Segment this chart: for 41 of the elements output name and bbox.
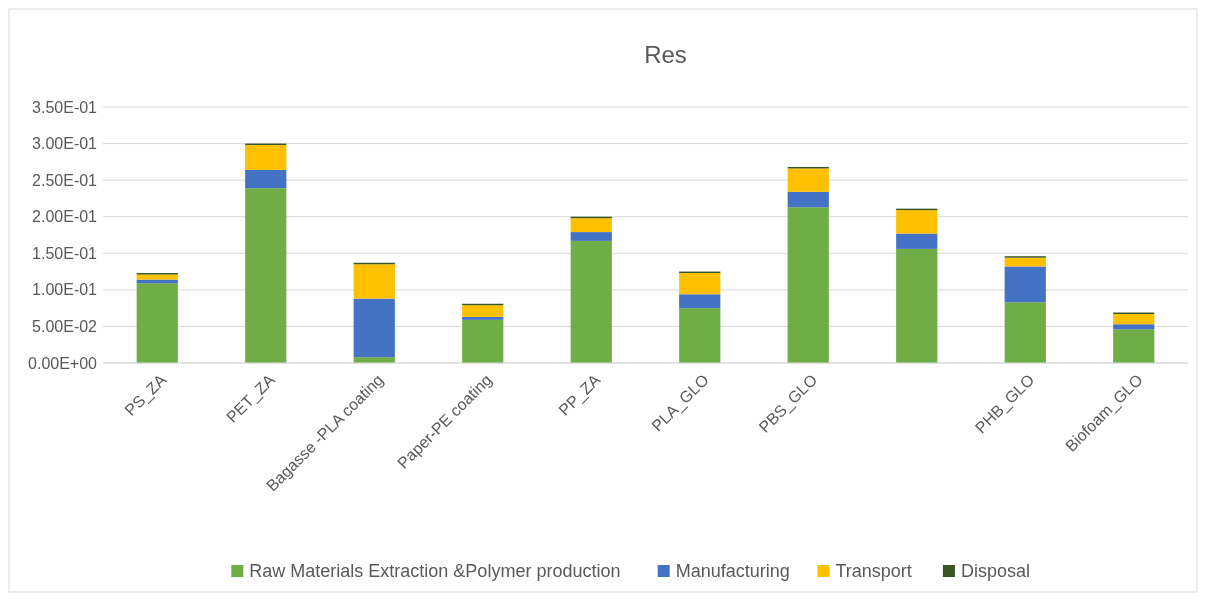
bar: [136, 283, 178, 363]
bar: [787, 191, 829, 208]
y-tick-label: 2.00E-01: [32, 208, 98, 226]
bar: [1004, 266, 1046, 303]
bar: [1113, 313, 1155, 325]
bar: [679, 308, 721, 363]
bar: [896, 248, 938, 363]
bar: [570, 232, 612, 241]
y-tick-label: 3.00E-01: [32, 135, 98, 153]
bar: [353, 264, 395, 299]
bar: [1113, 324, 1155, 330]
legend-label: Disposal: [960, 561, 1030, 582]
bar: [245, 188, 287, 363]
bar: [787, 168, 829, 192]
bar: [462, 319, 504, 363]
bar: [570, 240, 612, 363]
y-tick-label: 3.50E-01: [32, 98, 98, 116]
bar: [1004, 257, 1046, 267]
y-tick-label: 0.00E+00: [28, 354, 98, 372]
bar: [787, 207, 829, 363]
y-tick-label: 1.00E-01: [32, 281, 98, 299]
bar: [245, 169, 287, 189]
y-tick-label: 5.00E-02: [32, 318, 98, 336]
legend-label: Manufacturing: [675, 561, 790, 582]
bar: [570, 218, 612, 233]
bar: [1113, 329, 1155, 363]
bar: [679, 273, 721, 295]
bar: [136, 274, 178, 280]
y-tick-label: 1.50E-01: [32, 244, 98, 262]
legend-label: Raw Materials Extraction &Polymer production: [249, 561, 621, 582]
y-tick-label: 2.50E-01: [32, 171, 98, 189]
bar: [896, 233, 938, 249]
chart-title: Res: [644, 41, 687, 68]
legend-label: Transport: [835, 561, 912, 582]
bar: [679, 294, 721, 309]
bar: [462, 305, 504, 317]
bar: [462, 316, 504, 320]
bar: [1004, 302, 1046, 363]
bar: [896, 210, 938, 234]
bar: [353, 298, 395, 358]
bar: [245, 145, 287, 170]
